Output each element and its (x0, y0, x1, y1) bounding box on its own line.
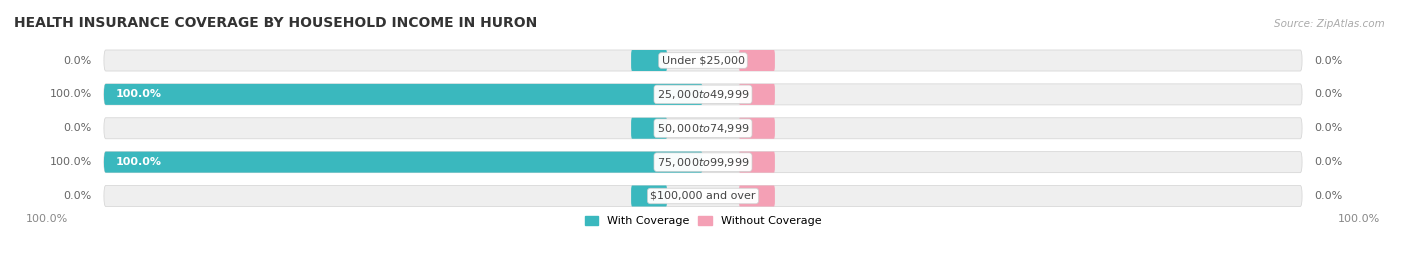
Text: 100.0%: 100.0% (49, 89, 91, 99)
FancyBboxPatch shape (104, 84, 703, 105)
Text: $25,000 to $49,999: $25,000 to $49,999 (657, 88, 749, 101)
Text: 0.0%: 0.0% (63, 123, 91, 133)
Legend: With Coverage, Without Coverage: With Coverage, Without Coverage (581, 211, 825, 231)
FancyBboxPatch shape (631, 50, 666, 71)
Text: 0.0%: 0.0% (1315, 157, 1343, 167)
Text: Source: ZipAtlas.com: Source: ZipAtlas.com (1274, 19, 1385, 29)
Text: $50,000 to $74,999: $50,000 to $74,999 (657, 122, 749, 135)
Text: Under $25,000: Under $25,000 (661, 56, 745, 66)
FancyBboxPatch shape (104, 118, 1302, 139)
Text: 0.0%: 0.0% (63, 56, 91, 66)
Text: $75,000 to $99,999: $75,000 to $99,999 (657, 156, 749, 169)
FancyBboxPatch shape (631, 185, 666, 207)
FancyBboxPatch shape (104, 84, 1302, 105)
FancyBboxPatch shape (104, 152, 1302, 173)
Text: 100.0%: 100.0% (27, 214, 69, 224)
FancyBboxPatch shape (740, 118, 775, 139)
Text: 0.0%: 0.0% (1315, 89, 1343, 99)
FancyBboxPatch shape (104, 50, 1302, 71)
Text: HEALTH INSURANCE COVERAGE BY HOUSEHOLD INCOME IN HURON: HEALTH INSURANCE COVERAGE BY HOUSEHOLD I… (14, 16, 537, 30)
FancyBboxPatch shape (740, 84, 775, 105)
Text: 100.0%: 100.0% (1337, 214, 1379, 224)
Text: 0.0%: 0.0% (63, 191, 91, 201)
FancyBboxPatch shape (104, 185, 1302, 207)
FancyBboxPatch shape (740, 152, 775, 173)
Text: 100.0%: 100.0% (49, 157, 91, 167)
Text: 0.0%: 0.0% (1315, 123, 1343, 133)
Text: 100.0%: 100.0% (115, 157, 162, 167)
Text: 0.0%: 0.0% (1315, 191, 1343, 201)
FancyBboxPatch shape (104, 152, 703, 173)
FancyBboxPatch shape (631, 118, 666, 139)
Text: 100.0%: 100.0% (115, 89, 162, 99)
Text: 0.0%: 0.0% (1315, 56, 1343, 66)
FancyBboxPatch shape (740, 50, 775, 71)
FancyBboxPatch shape (740, 185, 775, 207)
Text: $100,000 and over: $100,000 and over (650, 191, 756, 201)
